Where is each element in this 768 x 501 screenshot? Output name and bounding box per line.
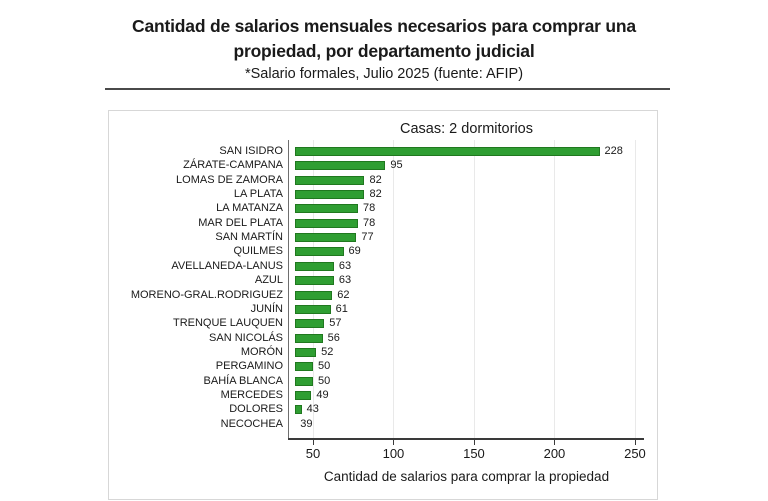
category-label: MORÓN (240, 345, 283, 358)
bar (295, 290, 333, 300)
category-label: SAN MARTÍN (215, 231, 283, 244)
value-label: 56 (327, 331, 340, 344)
x-tick-label-250: 250 (624, 446, 646, 461)
category-label: AVELLANEDA-LANUS (171, 259, 283, 272)
x-tick-label-100: 100 (382, 446, 405, 461)
value-label: 61 (335, 302, 348, 315)
header-divider (105, 88, 670, 90)
gridline-200 (554, 140, 556, 438)
value-label: 63 (338, 274, 352, 287)
x-tick-label-150: 150 (463, 446, 485, 461)
bar (295, 204, 359, 214)
category-label: LA PLATA (233, 188, 283, 201)
page-title-line1: Cantidad de salarios mensuales necesario… (132, 16, 636, 36)
x-axis-title: Cantidad de salarios para comprar la pro… (323, 469, 610, 484)
gridline-150 (473, 140, 475, 438)
value-label: 82 (369, 173, 382, 186)
value-label: 78 (363, 216, 376, 229)
value-label: 95 (390, 159, 403, 172)
bar (295, 405, 302, 415)
value-label: 63 (338, 259, 352, 272)
bar (295, 233, 357, 243)
value-label: 57 (329, 317, 342, 330)
x-tick-250 (634, 440, 636, 445)
category-label: LA MATANZA (216, 202, 283, 215)
category-label: JUNÍN (250, 302, 283, 315)
bar (295, 304, 331, 314)
value-label: 69 (348, 245, 361, 258)
y-axis-line (288, 140, 289, 438)
x-tick-200 (554, 440, 556, 445)
bar (295, 276, 334, 286)
category-label: AZUL (254, 274, 283, 287)
value-label: 82 (369, 188, 382, 201)
bar (295, 319, 325, 329)
bar (295, 347, 317, 357)
bar (295, 247, 344, 257)
category-label: ZÁRATE-CAMPANA (183, 159, 283, 172)
value-label: 50 (317, 360, 331, 373)
category-label: NECOCHEA (220, 417, 283, 430)
page-subtitle: *Salario formales, Julio 2025 (fuente: A… (244, 66, 524, 82)
x-tick-label-50: 50 (305, 446, 321, 461)
value-label: 50 (317, 374, 331, 387)
category-label: QUILMES (233, 245, 283, 258)
value-label: 39 (300, 417, 313, 430)
value-label: 77 (361, 231, 374, 244)
category-label: TRENQUE LAUQUEN (172, 317, 283, 330)
value-label: 52 (321, 345, 334, 358)
bar (295, 362, 313, 372)
chart-title: Casas: 2 dormitorios (400, 121, 533, 137)
value-label: 62 (337, 288, 350, 301)
category-label: MERCEDES (220, 388, 283, 401)
gridline-50 (312, 140, 314, 438)
category-label: LOMAS DE ZAMORA (176, 173, 283, 186)
value-label: 228 (604, 145, 623, 157)
chart-frame (108, 110, 658, 500)
value-label: 43 (306, 403, 319, 416)
bar (295, 147, 600, 156)
bar (295, 218, 359, 228)
category-label: BAHÍA BLANCA (203, 374, 283, 387)
bar (295, 376, 313, 386)
bar (295, 333, 323, 343)
gridline-250 (634, 140, 636, 438)
category-label: MORENO-GRAL.RODRIGUEZ (130, 288, 283, 301)
x-axis-line (288, 438, 644, 440)
category-label: DOLORES (229, 403, 283, 416)
x-tick-100 (393, 440, 395, 445)
bar (295, 190, 365, 200)
value-label: 78 (363, 202, 376, 215)
bar (295, 161, 386, 171)
x-tick-50 (312, 440, 314, 445)
category-label: PERGAMINO (215, 360, 283, 373)
bar (295, 390, 312, 400)
page-title-line2: propiedad, por departamento judicial (233, 41, 535, 61)
value-label: 49 (316, 388, 329, 401)
x-tick-label-200: 200 (543, 446, 566, 461)
gridline-100 (393, 140, 395, 438)
x-tick-150 (473, 440, 475, 445)
category-label: SAN NICOLÁS (209, 331, 283, 344)
bar (295, 261, 334, 271)
bar (295, 175, 365, 185)
category-label: MAR DEL PLATA (198, 216, 283, 229)
category-label: SAN ISIDRO (219, 145, 283, 157)
